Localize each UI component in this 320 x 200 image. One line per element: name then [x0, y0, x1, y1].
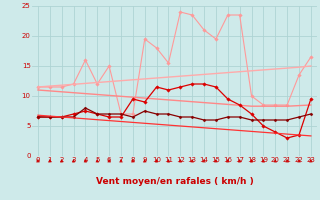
X-axis label: Vent moyen/en rafales ( km/h ): Vent moyen/en rafales ( km/h )	[96, 177, 253, 186]
